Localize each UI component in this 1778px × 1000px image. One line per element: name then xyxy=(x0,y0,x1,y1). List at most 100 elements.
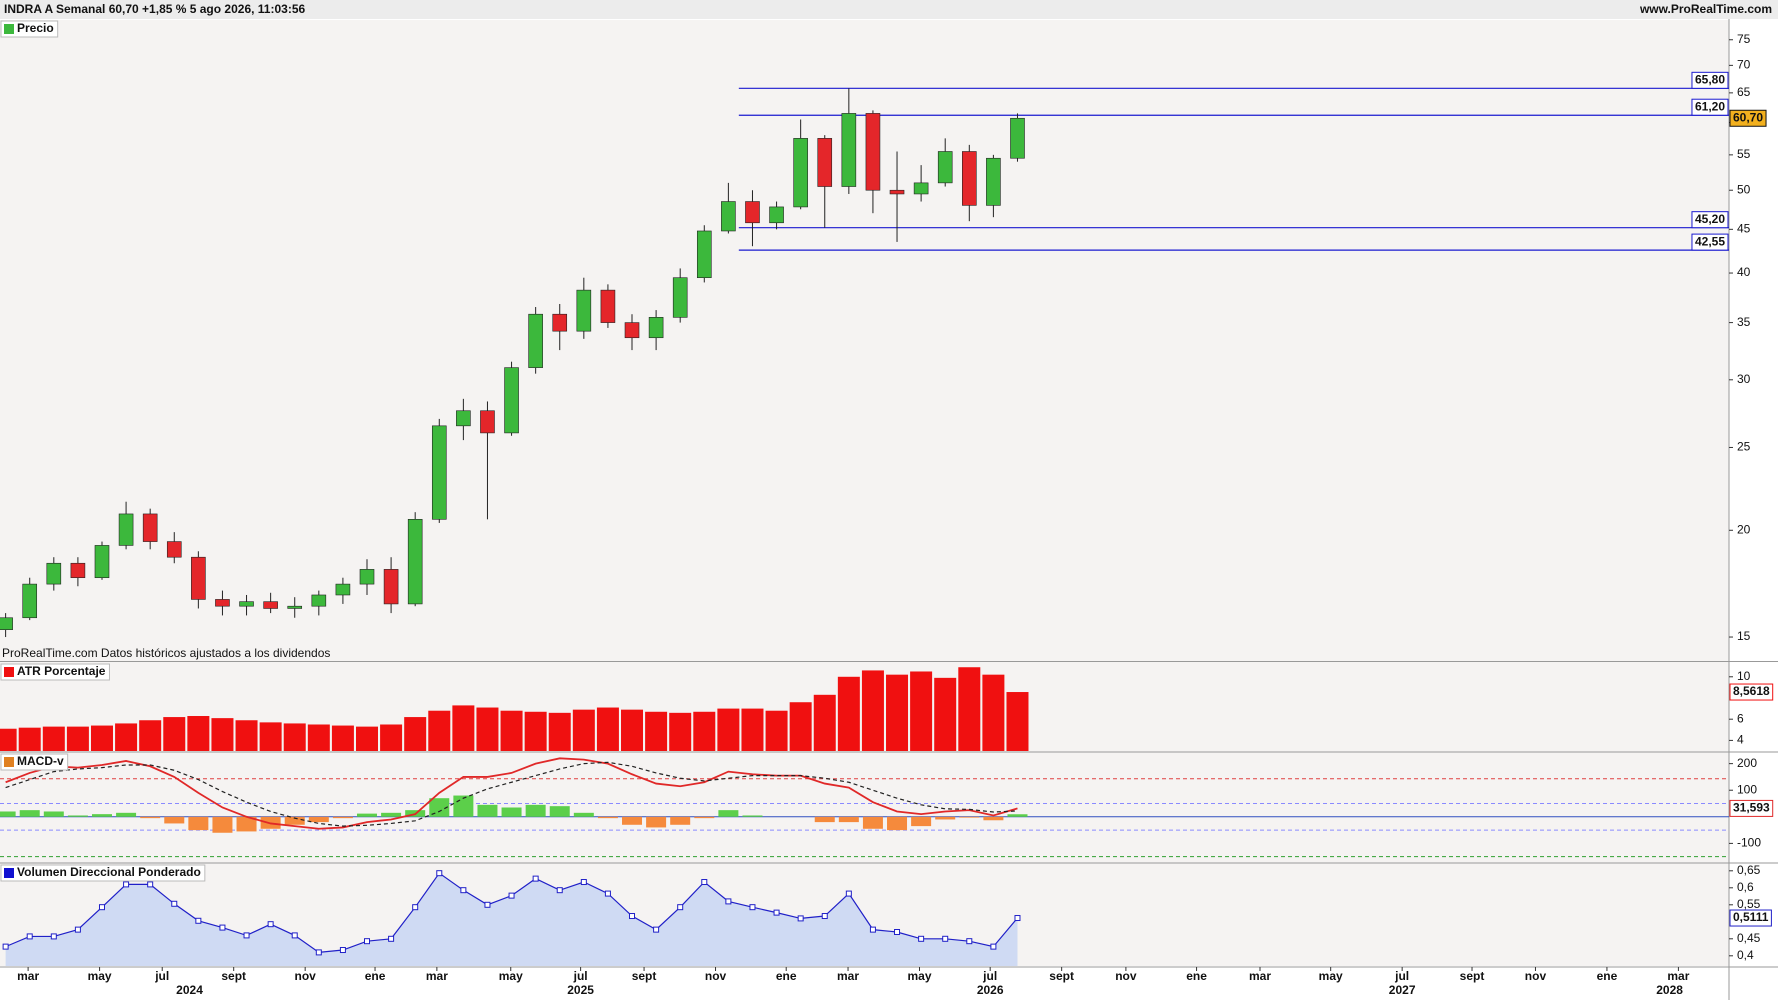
point-marker xyxy=(821,913,828,920)
point-marker xyxy=(267,921,274,928)
panel-icon xyxy=(4,757,14,767)
atr-bar xyxy=(982,674,1005,751)
y-tick-label: 0,55 xyxy=(1737,897,1761,911)
y-tick-label: -100 xyxy=(1737,836,1761,850)
candle-body xyxy=(962,151,977,206)
atr-bar xyxy=(380,724,403,751)
candle-body xyxy=(287,605,303,609)
point-marker xyxy=(797,915,804,922)
point-marker xyxy=(653,926,660,933)
x-tick-label: nov xyxy=(705,969,727,983)
histogram-bar xyxy=(429,798,450,817)
atr-bar xyxy=(693,711,716,751)
panel-title-box xyxy=(0,20,59,38)
candle-body xyxy=(793,138,808,208)
point-marker xyxy=(364,938,371,945)
x-tick-label: may xyxy=(1319,969,1343,983)
candle-body xyxy=(480,410,495,434)
atr-bar xyxy=(307,724,330,751)
atr-bar xyxy=(524,711,547,751)
histogram-bar xyxy=(959,816,980,818)
histogram-bar xyxy=(911,816,932,827)
histogram-bar xyxy=(573,812,594,817)
histogram-bar xyxy=(357,813,378,817)
panel-icon xyxy=(4,868,14,878)
y-tick-label: 20 xyxy=(1737,522,1751,536)
x-tick-label: may xyxy=(88,969,112,983)
candle-body xyxy=(865,113,881,191)
histogram-bar xyxy=(236,816,257,832)
panel-title-box xyxy=(0,663,110,681)
atr-bar xyxy=(1006,692,1029,751)
x-tick-label: jul xyxy=(154,969,169,983)
x-tick-label: ene xyxy=(1597,969,1618,983)
atr-bar xyxy=(500,710,523,751)
point-marker xyxy=(339,947,346,954)
histogram-bar xyxy=(284,816,305,825)
candle-body xyxy=(937,151,953,184)
header-site: www.ProRealTime.com xyxy=(1639,2,1772,16)
last-value-label: 8,5618 xyxy=(1733,684,1770,698)
y-tick-label: 0,4 xyxy=(1737,948,1754,962)
panel-icon xyxy=(4,24,14,34)
candle-body xyxy=(986,157,1001,206)
candle-body xyxy=(456,410,471,427)
x-tick-label: may xyxy=(499,969,523,983)
atr-bar xyxy=(886,674,909,751)
candle-body xyxy=(721,201,736,232)
candle-body xyxy=(94,545,110,579)
candle-body xyxy=(0,617,13,630)
histogram-bar xyxy=(887,816,908,831)
point-marker xyxy=(412,904,419,911)
candle-body xyxy=(263,601,278,609)
atr-bar xyxy=(861,670,884,751)
candle-body xyxy=(191,556,206,600)
histogram-bar xyxy=(188,816,209,831)
point-marker xyxy=(484,901,491,908)
candle-body xyxy=(576,289,592,332)
histogram-bar xyxy=(742,815,763,817)
histogram-bar xyxy=(0,811,16,817)
candle-body xyxy=(745,201,760,224)
point-marker xyxy=(98,904,105,911)
candle-body xyxy=(239,601,254,607)
histogram-bar xyxy=(525,804,546,817)
point-marker xyxy=(629,913,636,920)
histogram-bar xyxy=(814,816,835,823)
x-tick-label: mar xyxy=(426,969,448,983)
last-value-label-box xyxy=(1729,909,1772,927)
point-marker xyxy=(869,926,876,933)
histogram-bar xyxy=(164,816,185,824)
point-marker xyxy=(388,935,395,942)
y-tick-label: 40 xyxy=(1737,265,1751,279)
candle-body xyxy=(46,562,62,585)
last-value-label-box xyxy=(1729,683,1774,701)
x-tick-label: sept xyxy=(1460,969,1485,983)
area-fill xyxy=(5,873,1018,966)
panel-title: MACD-v xyxy=(17,754,64,768)
y-tick-label: 75 xyxy=(1737,32,1751,46)
histogram-bar xyxy=(332,816,353,819)
histogram-bar xyxy=(91,814,112,817)
indicator-line xyxy=(5,761,1018,827)
histogram-bar xyxy=(381,812,402,817)
candle-body xyxy=(648,317,664,339)
point-marker xyxy=(2,943,9,950)
y-tick-label: 25 xyxy=(1737,440,1751,454)
candle-body xyxy=(383,569,399,605)
point-marker xyxy=(966,938,973,945)
x-tick-label: ene xyxy=(365,969,386,983)
level-label-box xyxy=(1691,98,1729,116)
panel-title-box xyxy=(0,753,69,771)
histogram-bar xyxy=(212,816,233,833)
histogram-bar xyxy=(646,816,667,828)
candle-body xyxy=(600,289,616,323)
candle-body xyxy=(552,313,568,332)
histogram-bar xyxy=(694,816,715,819)
histogram-bar xyxy=(1007,814,1028,817)
atr-bar xyxy=(139,720,162,751)
point-marker xyxy=(677,904,684,911)
header-bar xyxy=(0,0,1778,19)
atr-bar xyxy=(910,671,933,751)
atr-bar xyxy=(42,726,65,751)
